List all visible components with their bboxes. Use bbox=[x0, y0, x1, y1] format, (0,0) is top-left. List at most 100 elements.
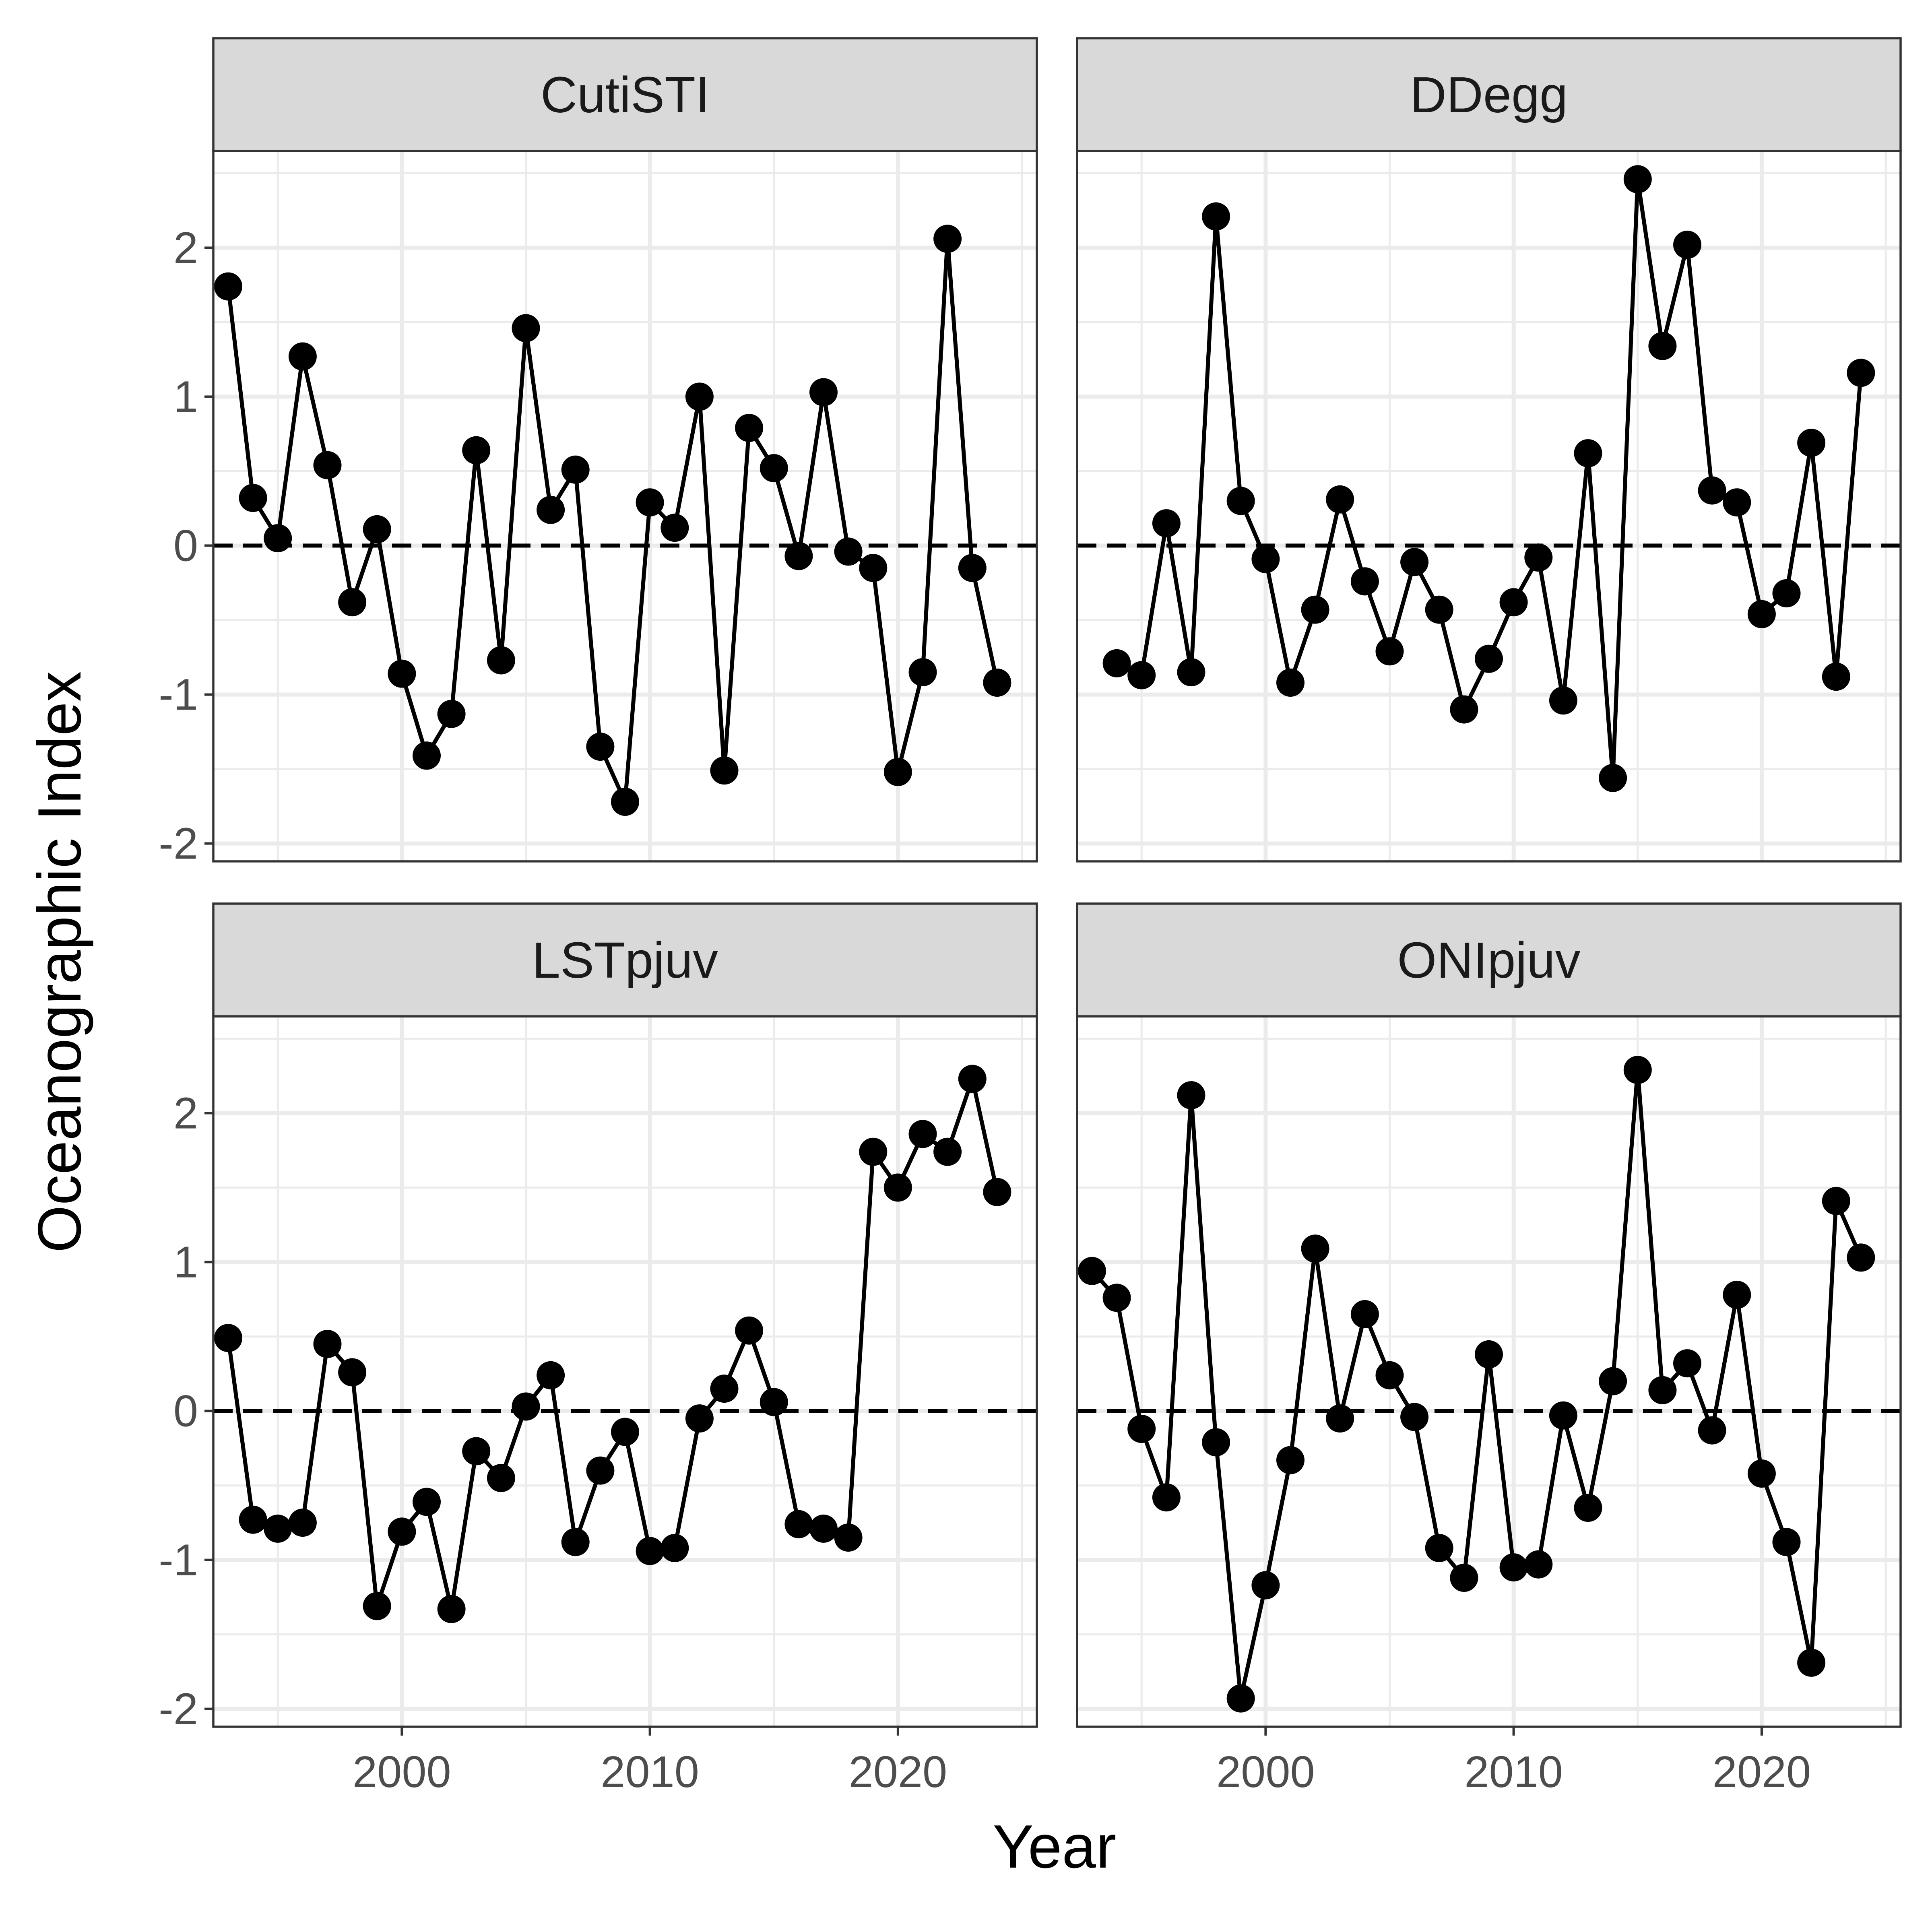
data-point bbox=[710, 756, 739, 785]
data-point bbox=[338, 1358, 367, 1387]
series-line-onipjuv bbox=[1090, 1068, 1863, 1701]
y-tick-label: 2 bbox=[173, 223, 198, 273]
data-point bbox=[661, 1534, 689, 1562]
data-point bbox=[809, 1514, 838, 1543]
data-point bbox=[735, 1316, 764, 1345]
data-point bbox=[1301, 595, 1329, 624]
data-point bbox=[313, 451, 342, 479]
data-point bbox=[1326, 485, 1354, 514]
facet-strip bbox=[212, 37, 1038, 152]
data-point bbox=[512, 314, 540, 343]
y-tick-label: -2 bbox=[159, 819, 198, 869]
x-axis-title: Year bbox=[993, 1812, 1116, 1881]
y-tick-label: -2 bbox=[159, 1684, 198, 1734]
data-point bbox=[1475, 1340, 1503, 1368]
data-point bbox=[1102, 1284, 1131, 1312]
facet-strip bbox=[212, 902, 1038, 1018]
data-point bbox=[760, 1388, 788, 1416]
data-point bbox=[1301, 1234, 1329, 1263]
data-point bbox=[1822, 1187, 1850, 1215]
facet-panel-ddegg: DDegg bbox=[1076, 37, 1902, 863]
data-point bbox=[1152, 1483, 1181, 1512]
data-point bbox=[1152, 509, 1181, 538]
data-point bbox=[859, 554, 888, 582]
data-point bbox=[735, 414, 764, 442]
x-tick-label: 2020 bbox=[849, 1747, 947, 1797]
data-point bbox=[636, 1537, 664, 1565]
data-point bbox=[1673, 231, 1701, 259]
data-point bbox=[908, 658, 937, 687]
data-point bbox=[1623, 165, 1652, 194]
data-point bbox=[883, 1173, 912, 1202]
data-point bbox=[1400, 548, 1429, 576]
data-point bbox=[1226, 487, 1255, 515]
data-point bbox=[1251, 1571, 1280, 1600]
data-point bbox=[561, 1528, 590, 1556]
data-point bbox=[1524, 1550, 1553, 1579]
data-point bbox=[437, 1595, 466, 1623]
data-point bbox=[413, 1488, 441, 1516]
data-point bbox=[784, 542, 813, 570]
data-point bbox=[1747, 1459, 1776, 1488]
y-tick-label: 0 bbox=[173, 521, 198, 571]
facet-panel-lstpjuv: LSTpjuv -2 -1 0 1 2 2000 2010 2020 bbox=[159, 902, 1038, 1797]
data-point bbox=[958, 554, 987, 582]
data-point bbox=[537, 1361, 565, 1389]
data-point bbox=[983, 1178, 1011, 1206]
data-point bbox=[1673, 1349, 1701, 1378]
data-point bbox=[1772, 579, 1801, 607]
data-point bbox=[933, 1137, 962, 1166]
y-tick-label: -1 bbox=[159, 1536, 198, 1585]
data-point bbox=[1475, 644, 1503, 673]
data-point bbox=[1524, 543, 1553, 572]
data-point bbox=[1623, 1056, 1652, 1084]
data-point bbox=[1425, 1534, 1453, 1562]
data-point bbox=[437, 700, 466, 728]
data-point bbox=[413, 741, 441, 770]
data-point bbox=[512, 1392, 540, 1421]
data-point bbox=[1326, 1404, 1354, 1433]
data-point bbox=[809, 378, 838, 407]
facet-strip-label: CutiSTI bbox=[541, 66, 710, 123]
data-point bbox=[1648, 332, 1677, 360]
data-point bbox=[586, 733, 615, 761]
data-point bbox=[1202, 202, 1230, 231]
y-tick-label: 2 bbox=[173, 1089, 198, 1138]
data-point bbox=[1350, 1300, 1379, 1328]
data-point bbox=[537, 495, 565, 524]
facet-strip-label: DDegg bbox=[1410, 66, 1568, 123]
data-point bbox=[1078, 1257, 1106, 1285]
data-point bbox=[883, 758, 912, 786]
data-point bbox=[1425, 595, 1453, 624]
facet-strip bbox=[1076, 902, 1902, 1018]
data-point bbox=[636, 488, 664, 517]
data-point bbox=[487, 1464, 515, 1492]
data-point bbox=[1276, 1446, 1305, 1474]
data-point bbox=[661, 514, 689, 542]
data-point bbox=[1549, 686, 1577, 715]
data-point bbox=[239, 1505, 267, 1534]
data-point bbox=[1797, 429, 1826, 457]
data-point bbox=[1574, 1494, 1602, 1522]
x-tick-label: 2000 bbox=[1216, 1747, 1315, 1797]
panel-background bbox=[213, 1016, 1037, 1727]
data-point bbox=[1698, 1416, 1726, 1445]
data-point bbox=[1251, 545, 1280, 573]
data-point bbox=[264, 524, 292, 553]
data-point bbox=[1350, 567, 1379, 596]
data-point bbox=[561, 455, 590, 484]
data-point bbox=[1499, 1553, 1528, 1582]
data-point bbox=[1177, 1081, 1205, 1110]
data-point bbox=[1648, 1376, 1677, 1404]
data-point bbox=[1723, 1280, 1751, 1309]
facet-panel-cutisti: CutiSTI -2 -1 0 1 2 bbox=[159, 37, 1038, 869]
y-axis-title: Oceanographic Index bbox=[25, 671, 94, 1253]
data-point bbox=[1747, 600, 1776, 628]
data-point bbox=[1698, 476, 1726, 505]
data-point bbox=[1797, 1648, 1826, 1677]
x-tick-label: 2010 bbox=[1464, 1747, 1563, 1797]
data-point bbox=[214, 272, 242, 301]
data-point bbox=[834, 537, 863, 566]
data-point bbox=[214, 1324, 242, 1352]
data-point bbox=[586, 1456, 615, 1485]
